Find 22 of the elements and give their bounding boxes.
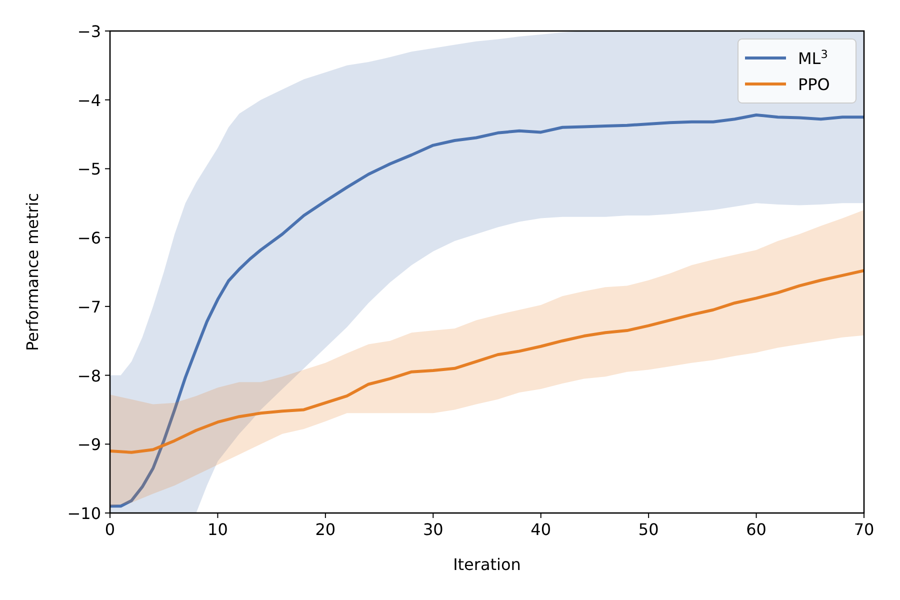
line-series <box>110 114 864 508</box>
x-tick-label: 10 <box>208 520 228 539</box>
y-tick-label: −3 <box>77 22 101 41</box>
y-tick-label: −6 <box>77 228 101 248</box>
legend-label: PPO <box>798 75 830 94</box>
x-tick-label: 0 <box>104 520 116 539</box>
y-tick-label: −7 <box>77 297 101 316</box>
y-tick-label: −10 <box>67 504 101 523</box>
y-tick-label: −8 <box>77 366 101 386</box>
x-tick-label: 60 <box>746 520 766 539</box>
x-tick-label: 30 <box>422 520 444 539</box>
x-tick-label: 70 <box>854 520 874 539</box>
y-axis-title: Performance metric <box>23 193 42 351</box>
x-tick-label: 50 <box>638 520 659 539</box>
x-tick-label: 20 <box>315 520 336 539</box>
x-tick-label: 40 <box>530 520 552 539</box>
y-tick-label: −4 <box>77 90 101 110</box>
line-series <box>110 269 864 454</box>
legend-label: ML$^{3}$ <box>798 48 828 68</box>
x-axis-title: Iteration <box>453 555 521 574</box>
y-tick-label: −5 <box>77 160 101 179</box>
y-tick-label: −9 <box>77 435 101 454</box>
